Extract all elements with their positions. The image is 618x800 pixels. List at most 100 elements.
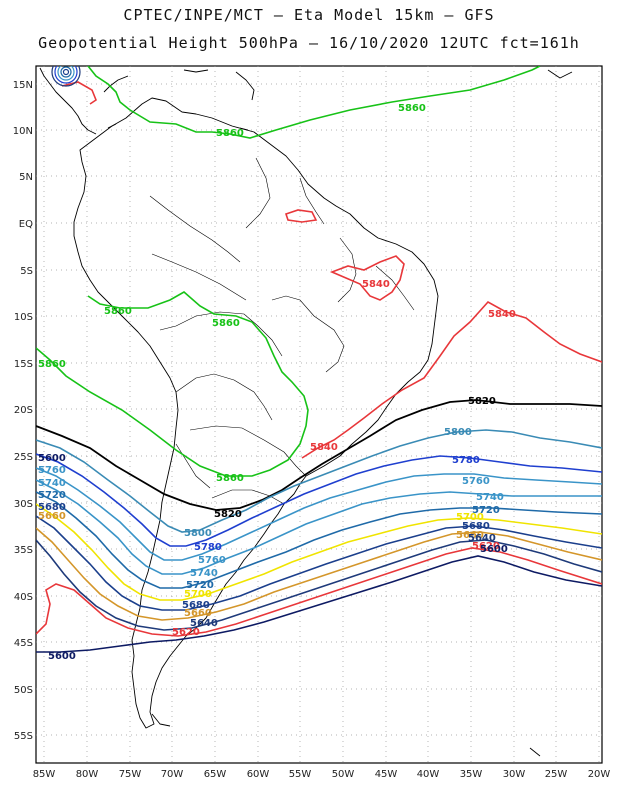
lat-label: 50S xyxy=(14,685,33,696)
lat-label: 15N xyxy=(13,80,33,91)
lon-label: 20W xyxy=(588,769,611,780)
contour-label: 5600 xyxy=(38,453,66,464)
chart-title: CPTEC/INPE/MCT – Eta Model 15km – GFS xyxy=(123,6,495,24)
contour-label: 5820 xyxy=(214,509,242,520)
low-ring xyxy=(54,66,78,84)
lat-label: 30S xyxy=(14,499,33,510)
lat-label: 35S xyxy=(14,545,33,556)
contour-label: 5840 xyxy=(488,309,516,320)
contour-5620 xyxy=(36,547,602,637)
contour-label: 5660 xyxy=(456,530,484,541)
lon-label: 65W xyxy=(204,769,227,780)
lat-label: 10S xyxy=(14,312,33,323)
low-ring xyxy=(51,66,81,87)
contour-5600 xyxy=(36,555,602,653)
lon-label: 40W xyxy=(417,769,440,780)
contour-5720 xyxy=(36,491,602,589)
contour-label: 5840 xyxy=(362,279,390,290)
contour-label: 5720 xyxy=(186,580,214,591)
contour-label: 5800 xyxy=(444,427,472,438)
contour-label: 5740 xyxy=(476,492,504,503)
contour-label: 5720 xyxy=(38,490,66,501)
map-frame xyxy=(35,65,603,764)
contour-label: 5860 xyxy=(216,128,244,139)
contour-label: 5680 xyxy=(38,502,66,513)
contour-label: 5660 xyxy=(184,608,212,619)
contour-label: 5860 xyxy=(216,473,244,484)
contour-5760 xyxy=(36,467,602,561)
contour-label: 5760 xyxy=(38,465,66,476)
contour-label: 5640 xyxy=(468,533,496,544)
low-ring xyxy=(60,66,72,78)
contour-label: 5680 xyxy=(462,521,490,532)
low-ring xyxy=(57,66,75,81)
contour-5660 xyxy=(36,527,602,621)
lon-label: 60W xyxy=(247,769,270,780)
lon-label: 25W xyxy=(545,769,568,780)
lat-label: 40S xyxy=(14,592,33,603)
lat-label: 5S xyxy=(20,266,33,277)
contours xyxy=(36,66,602,653)
contour-label: 5860 xyxy=(212,318,240,329)
contour-label: 5620 xyxy=(472,541,500,552)
graticule xyxy=(36,66,602,763)
contour-5740 xyxy=(36,479,602,575)
contour-5800 xyxy=(36,429,602,533)
contour-label: 5680 xyxy=(182,600,210,611)
lon-label: 80W xyxy=(76,769,99,780)
contour-5680 xyxy=(36,515,602,611)
lat-axis: 15N 10N 5N EQ 5S 10S 15S 20S 25S 30S 35S… xyxy=(13,80,33,742)
contour-5840-ne xyxy=(329,255,405,301)
contour-5860 xyxy=(87,66,541,139)
low-center-rings xyxy=(51,66,81,87)
contour-5700 xyxy=(36,503,602,601)
lat-label: EQ xyxy=(19,219,33,230)
lon-label: 45W xyxy=(375,769,398,780)
contour-label: 5760 xyxy=(198,555,226,566)
lat-label: 5N xyxy=(19,172,33,183)
contour-5820 xyxy=(36,399,602,511)
low-ring xyxy=(62,68,70,76)
contour-label: 5860 xyxy=(38,359,66,370)
lat-label: 20S xyxy=(14,405,33,416)
lon-label: 50W xyxy=(332,769,355,780)
contour-5860-south xyxy=(36,291,309,477)
lat-label: 45S xyxy=(14,638,33,649)
contour-label: 5800 xyxy=(184,528,212,539)
contour-label: 5600 xyxy=(480,544,508,555)
contour-label: 5820 xyxy=(468,396,496,407)
lon-label: 30W xyxy=(503,769,526,780)
contour-label: 5780 xyxy=(194,542,222,553)
contour-label: 5700 xyxy=(184,589,212,600)
contour-labels: 5860 5860 5860 5860 5860 5860 5840 5840 … xyxy=(38,103,516,662)
lat-label: 25S xyxy=(14,452,33,463)
coast-central-america xyxy=(39,67,129,135)
country-borders xyxy=(149,157,415,505)
lat-label: 15S xyxy=(14,359,33,370)
contour-5840-west-cell xyxy=(61,81,97,105)
contour-label: 5740 xyxy=(190,568,218,579)
contour-label: 5760 xyxy=(462,476,490,487)
lon-label: 75W xyxy=(119,769,142,780)
chart-subtitle: Geopotential Height 500hPa – 16/10/2020 … xyxy=(38,34,580,52)
contour-5640 xyxy=(36,539,602,631)
contour-label: 5720 xyxy=(472,505,500,516)
lat-label: 55S xyxy=(14,731,33,742)
contour-label: 5840 xyxy=(310,442,338,453)
contour-label: 5620 xyxy=(172,627,200,638)
coast-islands xyxy=(151,69,573,757)
contour-label: 5860 xyxy=(398,103,426,114)
contour-5840-east xyxy=(301,300,602,459)
contour-label: 5600 xyxy=(48,651,76,662)
lon-label: 70W xyxy=(161,769,184,780)
contour-5780 xyxy=(36,453,602,547)
lon-label: 35W xyxy=(460,769,483,780)
contour-label: 5640 xyxy=(190,618,218,629)
contour-label: 5780 xyxy=(452,455,480,466)
lat-label: 10N xyxy=(13,126,33,137)
lon-axis: 85W 80W 75W 70W 65W 60W 55W 50W 45W 40W … xyxy=(33,769,611,780)
contour-5840-cell xyxy=(284,209,318,223)
contour-label: 5660 xyxy=(38,511,66,522)
lon-label: 55W xyxy=(289,769,312,780)
